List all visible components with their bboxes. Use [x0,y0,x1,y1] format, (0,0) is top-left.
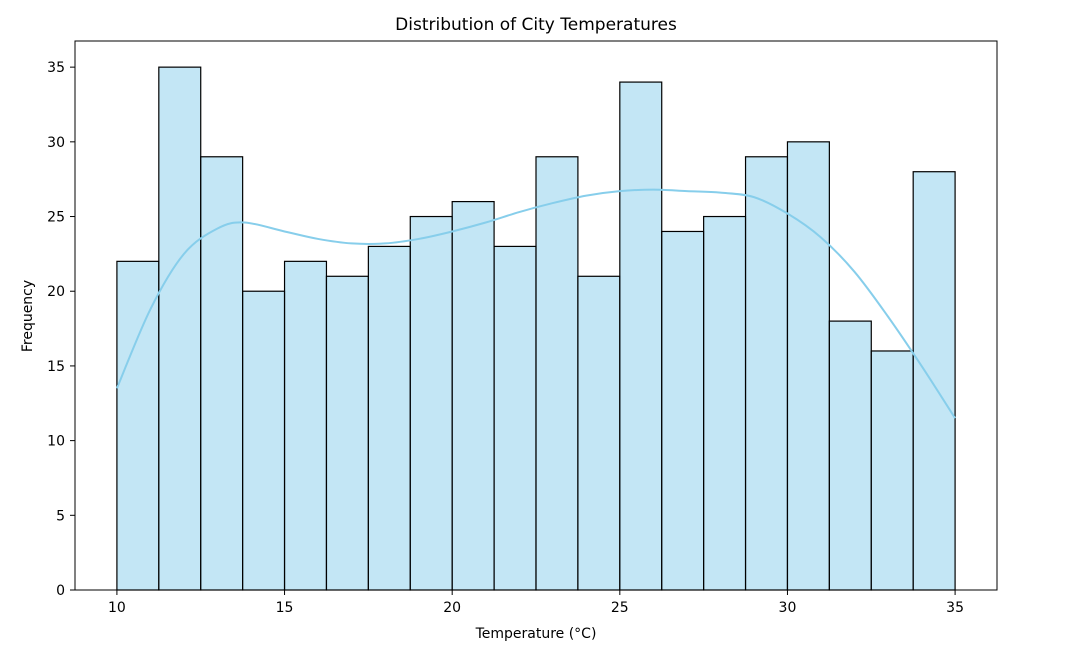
histogram-bar [158,66,202,591]
histogram-bar [367,245,411,591]
histogram-bar [828,320,872,591]
histogram-bar [619,81,663,591]
x-tick-label: 25 [611,600,629,616]
x-tick-label: 20 [443,600,461,616]
histogram-bar [577,275,621,591]
y-tick-label: 5 [56,508,65,524]
x-tick-label: 15 [276,600,294,616]
histogram-bar [242,290,286,591]
histogram-bar [870,350,914,591]
bars-group [116,66,956,591]
histogram-bar [744,156,789,591]
histogram-bar [535,156,579,591]
y-axis-label: Frequency [20,280,36,352]
histogram-bar [493,245,537,591]
y-tick-label: 25 [47,210,65,226]
histogram-bar [409,215,453,591]
y-tick-label: 30 [47,135,65,151]
y-tick-label: 0 [56,583,65,599]
chart-title: Distribution of City Temperatures [395,15,677,35]
kde-curve [115,188,956,419]
y-tick-label: 15 [47,359,65,375]
histogram-bar [703,215,747,591]
histogram-bar [325,275,369,591]
histogram-bar [661,230,705,591]
y-tick-label: 10 [47,434,65,450]
histogram-bar [912,171,956,591]
histogram-bar [200,156,244,591]
x-tick-label: 10 [108,600,126,616]
y-axis-ticks: 0 5 10 15 20 25 30 35 [47,60,75,599]
plot-frame [74,40,998,591]
x-tick-label: 30 [779,600,797,616]
x-axis-label: Temperature (°C) [475,626,597,642]
histogram-bar [786,141,830,591]
histogram-bar [116,260,160,591]
histogram-bar [451,200,495,591]
histogram-bar [283,260,328,591]
x-axis-ticks: 10 15 20 25 30 35 [108,590,964,616]
y-tick-label: 20 [47,284,65,300]
y-tick-label: 35 [47,60,65,76]
x-tick-label: 35 [946,600,964,616]
